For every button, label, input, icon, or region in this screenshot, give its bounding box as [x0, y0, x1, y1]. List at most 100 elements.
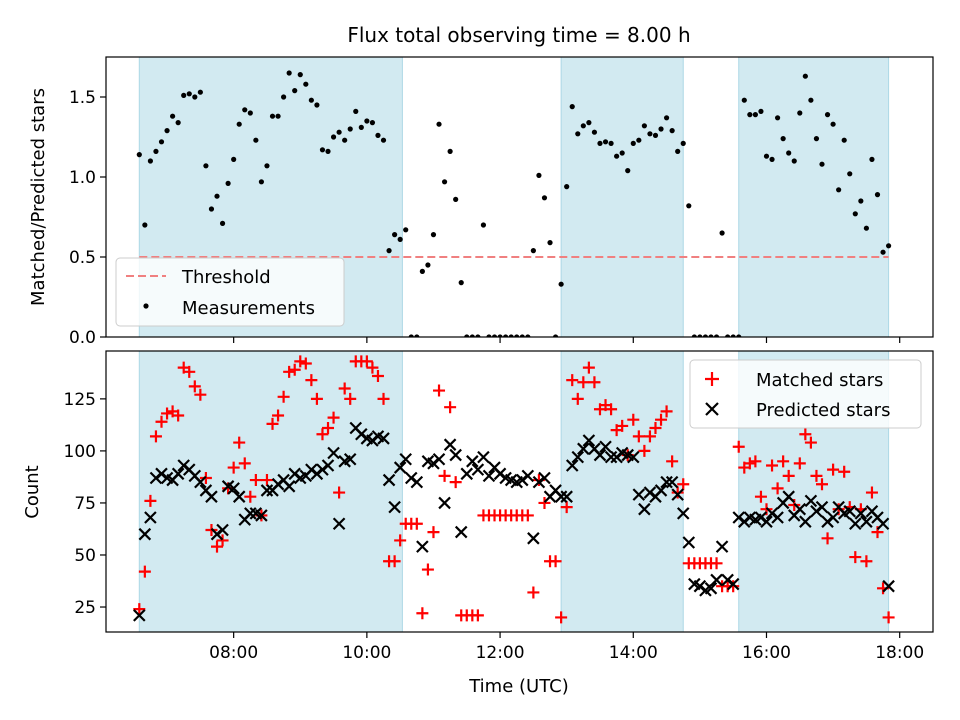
matched-star-point — [172, 409, 185, 422]
predicted-star-point — [216, 523, 229, 537]
matched-star-point — [188, 380, 201, 393]
matched-star-point — [582, 361, 595, 374]
predicted-star-point — [205, 490, 218, 503]
matched-star-point — [211, 540, 224, 553]
measurement-point — [181, 92, 187, 98]
count-panel: 25 50 75 100 125 08:00 10:00 12:00 14:00 16:00 18… — [22, 350, 934, 697]
predicted-star-point — [454, 525, 468, 539]
count-y-tick-label: 75 — [74, 494, 96, 514]
measurement-point — [558, 281, 564, 287]
predicted-star-point — [760, 515, 773, 528]
matched-legend-swatch — [705, 372, 719, 386]
predicted-star-point — [232, 490, 246, 503]
measurement-point — [885, 243, 892, 249]
predicted-star-point — [599, 440, 612, 454]
count-x-tick-label: 12:00 — [476, 643, 525, 663]
measurement-point — [281, 94, 287, 100]
count-legend-box — [689, 359, 922, 429]
measurement-point — [369, 120, 376, 126]
measurement-point — [491, 334, 498, 337]
ratio-y-tick-label: 1.0 — [69, 168, 96, 188]
matched-star-point — [227, 461, 240, 474]
measurement-point — [508, 334, 514, 337]
predicted-star-point — [793, 502, 807, 516]
measurement-point — [330, 134, 337, 140]
measurement-point — [425, 262, 431, 268]
measurement-point — [597, 140, 603, 146]
ratio-y-ticks: 0.0 0.5 1.0 1.5 — [69, 88, 106, 348]
predicted-star-point — [332, 517, 346, 531]
x-axis-label: Time (UTC) — [468, 676, 569, 697]
predicted-star-point — [388, 500, 401, 514]
measurement-point — [608, 140, 614, 146]
matched-star-point — [316, 428, 329, 441]
predicted-star-point — [410, 475, 424, 489]
predicted-star-point — [843, 504, 857, 518]
predicted-star-point — [854, 507, 868, 520]
matched-star-point — [338, 382, 351, 395]
measurement-point — [652, 132, 659, 138]
matched-star-point — [882, 611, 895, 624]
measurement-point — [525, 334, 531, 337]
measurement-point — [292, 88, 298, 94]
measurement-point — [552, 334, 559, 337]
predicted-star-point — [782, 490, 795, 503]
matched-star-point — [521, 509, 534, 522]
measurement-point — [836, 187, 842, 193]
matched-star-point — [283, 365, 296, 378]
measurement-point — [808, 97, 814, 103]
matched-star-point — [804, 436, 817, 449]
matched-star-point — [632, 430, 645, 443]
ratio-legend-box — [115, 257, 345, 327]
matched-star-point — [138, 565, 151, 578]
count-y-tick-label: 100 — [64, 442, 96, 462]
matched-star-point — [299, 357, 312, 370]
matched-star-point — [216, 534, 229, 547]
measurement-point — [625, 168, 631, 174]
measurement-point — [591, 129, 598, 135]
predicted-star-point — [771, 511, 784, 524]
matched-star-point — [649, 422, 662, 435]
predicted-star-point — [876, 517, 890, 531]
measurement-point — [580, 123, 586, 129]
measurement-point — [697, 334, 703, 337]
matched-star-point — [244, 490, 257, 503]
predicted-star-point — [138, 527, 152, 541]
predicted-star-point — [604, 450, 618, 464]
matched-star-point — [766, 459, 779, 472]
predicted-star-point — [682, 536, 696, 549]
measurement-point — [225, 180, 231, 186]
measurement-point — [453, 196, 459, 202]
count-x-tick-label: 16:00 — [742, 643, 791, 663]
matched-star-point — [588, 376, 601, 389]
matched-star-point — [743, 457, 756, 470]
matched-star-point — [433, 384, 446, 397]
measurement-point — [586, 120, 592, 126]
measurement-point — [869, 156, 875, 162]
measurement-point — [786, 150, 792, 156]
matched-star-point — [194, 388, 207, 401]
matched-star-point — [865, 486, 878, 499]
measurement-point — [497, 334, 503, 337]
matched-star-point — [810, 469, 823, 482]
matched-legend-label: Matched stars — [756, 370, 883, 391]
measurement-point — [464, 334, 470, 337]
measurement-point — [475, 334, 481, 337]
measurement-point — [763, 153, 770, 159]
predicted-star-point — [676, 507, 690, 520]
measurement-point — [447, 148, 453, 154]
measurement-point — [386, 248, 392, 254]
matched-star-point — [333, 486, 346, 499]
predicted-star-point — [133, 609, 146, 622]
predicted-star-point — [726, 577, 740, 591]
measurement-point — [375, 132, 381, 138]
predicted-star-point — [671, 488, 684, 501]
count-x-tick-label: 14:00 — [609, 643, 658, 663]
predicted-star-point — [144, 511, 157, 524]
matched-star-point — [527, 586, 540, 599]
matched-star-point — [416, 607, 429, 620]
observing-window-band — [560, 350, 684, 633]
measurement-point — [147, 158, 154, 164]
matched-star-point — [749, 455, 762, 468]
predicted-star-point — [849, 517, 862, 531]
